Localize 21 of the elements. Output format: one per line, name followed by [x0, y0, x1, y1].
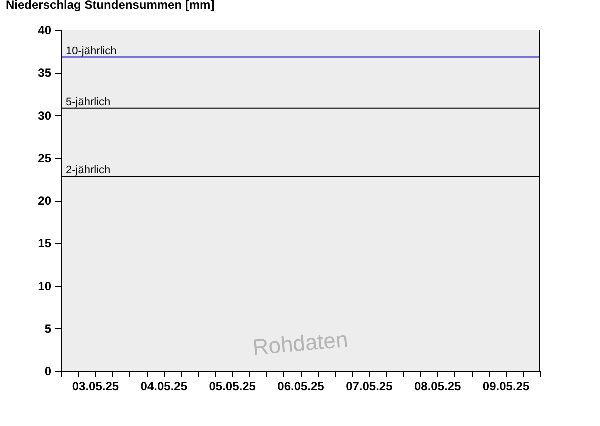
x-tick-label: 08.05.25 — [414, 380, 462, 394]
ref-line-label: 10-jährlich — [66, 45, 117, 58]
y-tick-label: 20 — [38, 194, 52, 208]
x-tick-label: 07.05.25 — [346, 380, 394, 394]
chart-title: Niederschlag Stundensummen [mm] — [6, 0, 215, 12]
y-tick-label: 35 — [38, 66, 52, 80]
x-tick-label: 06.05.25 — [278, 380, 325, 394]
ref-line-label: 5-jährlich — [66, 96, 111, 108]
annotation: Rohdaten — [252, 326, 350, 360]
y-tick-label: 15 — [38, 236, 52, 251]
y-tick-label: 0 — [44, 364, 52, 378]
y-tick-label: 25 — [38, 151, 52, 166]
y-tick-label: 10 — [38, 279, 52, 294]
x-tick-label: 03.05.25 — [72, 380, 120, 394]
y-tick-label: 5 — [44, 322, 52, 336]
ref-line-label: 2-jährlich — [66, 164, 111, 177]
y-tick-label: 30 — [38, 108, 52, 123]
y-tick-label: 40 — [38, 24, 52, 38]
x-tick-label: 04.05.25 — [140, 380, 188, 394]
x-tick-label: 09.05.25 — [482, 380, 530, 394]
x-tick-label: 05.05.25 — [209, 380, 256, 394]
